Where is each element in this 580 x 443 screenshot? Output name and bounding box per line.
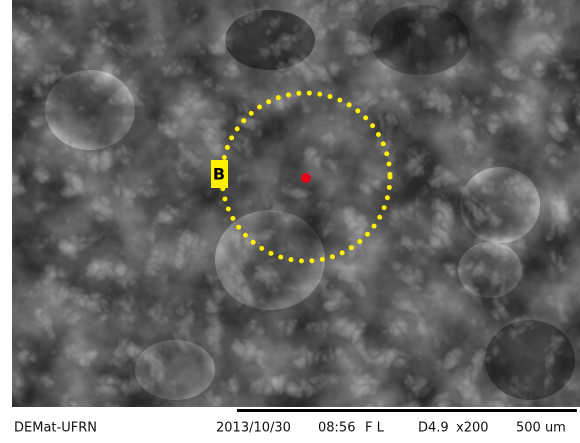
lab-name: DEMat-UFRN: [14, 421, 97, 436]
scale-bar: [237, 409, 577, 412]
distance: D4.9: [418, 421, 449, 436]
sem-image: [12, 0, 580, 407]
mode: F L: [365, 421, 385, 436]
magnification: x200: [456, 421, 489, 436]
analysis-point: [301, 173, 311, 183]
scale-label: 500 um: [516, 421, 566, 436]
page: B DEMat-UFRN 2013/10/30 08:56 F L D4.9 x…: [0, 0, 580, 443]
annotation-label: B: [213, 165, 225, 184]
micrograph-view: B DEMat-UFRN 2013/10/30 08:56 F L D4.9 x…: [0, 0, 580, 443]
date: 2013/10/30: [216, 421, 291, 436]
time: 08:56: [318, 421, 355, 436]
